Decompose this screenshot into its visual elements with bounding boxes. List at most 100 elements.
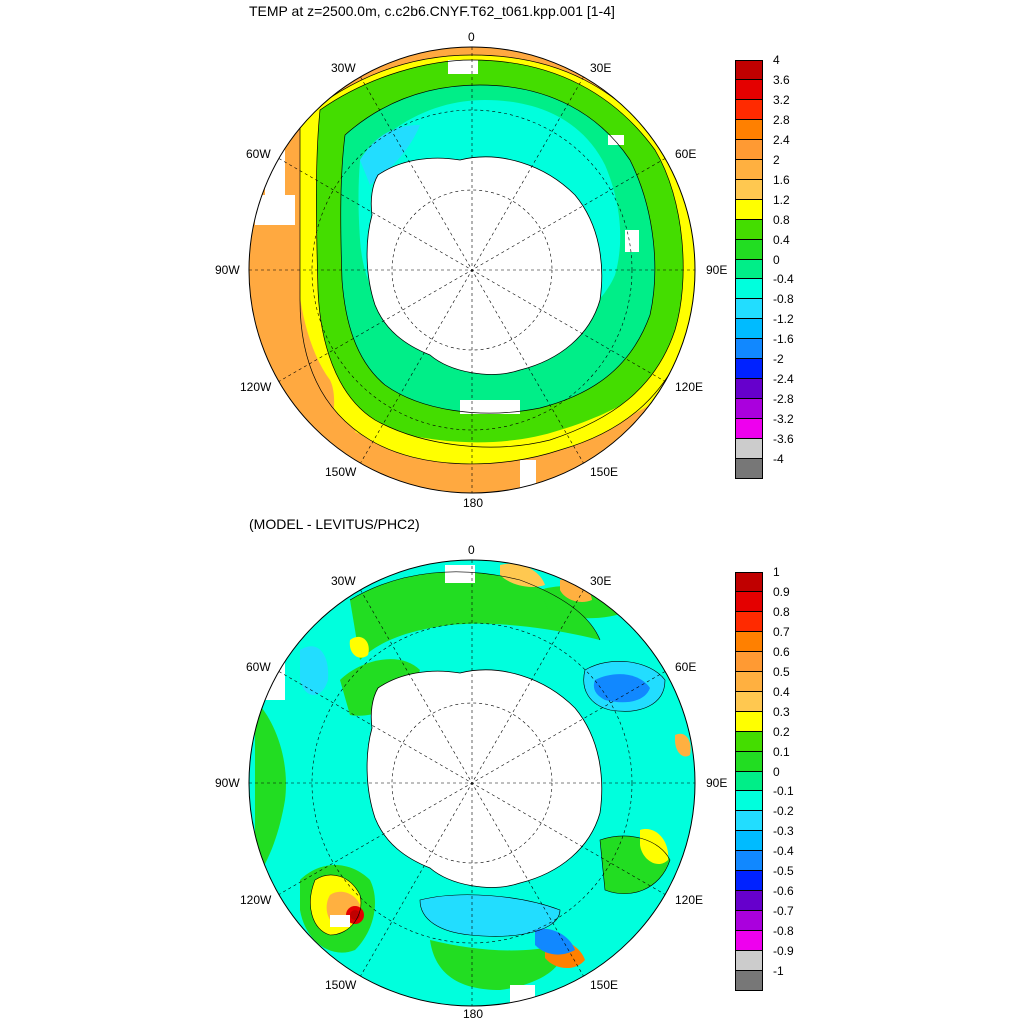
top-colorbar-swatch	[735, 439, 763, 460]
bottom-colorbar-tick-label: 0.6	[773, 644, 790, 659]
top-colorbar-tick-label: -0.4	[773, 272, 794, 287]
top-colorbar-tick-label: -2.4	[773, 372, 794, 387]
bottom-colorbar-tick-label: -0.8	[773, 924, 794, 939]
top-lon-label-180: 180	[463, 496, 484, 510]
bottom-cold-anomalies	[300, 646, 665, 955]
top-lon-label-120w: 120W	[240, 380, 272, 394]
bottom-colorbar-swatch	[735, 851, 763, 872]
bottom-colorbar-swatch	[735, 911, 763, 932]
bottom-lon-label-90w: 90W	[215, 776, 240, 790]
top-colorbar-tick-label: 3.2	[773, 92, 790, 107]
top-colorbar-swatch	[735, 339, 763, 360]
top-colorbar-tick-label: 0	[773, 252, 780, 267]
bottom-colorbar-swatch	[735, 611, 763, 632]
top-colorbar-tick-label: -1.6	[773, 332, 794, 347]
bottom-colorbar-tick-label: 1	[773, 565, 780, 579]
bottom-colorbar-swatch	[735, 931, 763, 952]
top-colorbar-swatch	[735, 279, 763, 300]
top-colorbar-tick-label: -3.2	[773, 412, 794, 427]
bottom-colorbar-tick-label: -0.5	[773, 864, 794, 879]
top-colorbar	[735, 60, 763, 479]
top-temperature-field	[249, 47, 695, 493]
top-lon-label-90w: 90W	[215, 263, 240, 277]
bottom-colorbar-tick-label: -0.3	[773, 824, 794, 839]
top-colorbar-swatch	[735, 219, 763, 240]
bottom-colorbar-tick-label: 0.5	[773, 664, 790, 679]
bottom-graticule	[249, 560, 695, 1006]
top-colorbar-swatch	[735, 419, 763, 440]
bottom-anomaly-field	[249, 560, 695, 1006]
top-colorbar-tick-label: 1.6	[773, 172, 790, 187]
bottom-colorbar-tick-label: 0	[773, 764, 780, 779]
top-colorbar-swatch	[735, 259, 763, 280]
bottom-colorbar-swatch	[735, 751, 763, 772]
bottom-colorbar-swatch	[735, 831, 763, 852]
top-colorbar-swatch	[735, 79, 763, 100]
top-colorbar-tick-label: 0.8	[773, 212, 790, 227]
top-contour-lines	[299, 54, 695, 465]
bottom-lon-label-0: 0	[468, 543, 475, 557]
bottom-colorbar-tick-label: 0.8	[773, 604, 790, 619]
top-colorbar-tick-label: -3.6	[773, 432, 794, 447]
top-colorbar-tick-label: -4	[773, 452, 784, 467]
bottom-colorbar-tick-label: 0.4	[773, 684, 790, 699]
bottom-colorbar-tick-label: -0.6	[773, 884, 794, 899]
bottom-lon-label-60e: 60E	[675, 660, 697, 674]
top-colorbar-swatch	[735, 179, 763, 200]
top-colorbar-tick-label: -2	[773, 352, 784, 367]
bottom-colorbar-swatch	[735, 811, 763, 832]
bottom-colorbar-swatch	[735, 771, 763, 792]
top-lon-label-90e: 90E	[706, 263, 728, 277]
top-lon-label-0: 0	[468, 30, 475, 44]
top-lon-label-60w: 60W	[246, 147, 271, 161]
bottom-lon-label-30w: 30W	[331, 574, 356, 588]
bottom-colorbar-tick-label: 0.3	[773, 704, 790, 719]
top-ice-fragments	[255, 60, 639, 490]
bottom-colorbar-tick-label: -1	[773, 964, 784, 979]
bottom-contour-lines	[310, 571, 671, 937]
bottom-colorbar-tick-label: -0.9	[773, 944, 794, 959]
bottom-colorbar-tick-label: 0.9	[773, 584, 790, 599]
top-contour-band-0	[340, 85, 655, 414]
bottom-lon-label-180: 180	[463, 1007, 484, 1021]
bottom-colorbar-tick-label: -0.2	[773, 804, 794, 819]
bottom-colorbar-tick-label: -0.4	[773, 844, 794, 859]
bottom-colorbar-swatch	[735, 731, 763, 752]
bottom-colorbar-swatch	[735, 671, 763, 692]
top-colorbar-swatch	[735, 139, 763, 160]
bottom-colorbar-tick-label: -0.1	[773, 784, 794, 799]
top-yellow-south	[355, 380, 665, 454]
top-colorbar-tick-label: 3.6	[773, 72, 790, 87]
top-lon-label-150e: 150E	[590, 465, 619, 479]
top-lon-label-30e: 30E	[590, 61, 612, 75]
top-lon-label-120e: 120E	[675, 380, 704, 394]
top-colorbar-tick-label: 2.4	[773, 132, 790, 147]
top-orange-west-band	[249, 200, 335, 493]
bottom-colorbar-swatch	[735, 691, 763, 712]
bottom-lon-label-120w: 120W	[240, 893, 272, 907]
bottom-antarctica	[366, 669, 603, 888]
bottom-colorbar-swatch	[735, 951, 763, 972]
top-colorbar-swatch	[735, 99, 763, 120]
top-contour-band-neg0p4	[358, 100, 621, 342]
bottom-colorbar-tick-label: -0.7	[773, 904, 794, 919]
top-colorbar-tick-label: -0.8	[773, 292, 794, 307]
top-colorbar-swatch	[735, 159, 763, 180]
top-lon-label-30w: 30W	[331, 61, 356, 75]
bottom-colorbar-swatch	[735, 631, 763, 652]
top-panel-title: TEMP at z=2500.0m, c.c2b6.CNYF.T62_t061.…	[249, 3, 615, 19]
bottom-colorbar-swatch	[735, 591, 763, 612]
bottom-colorbar-swatch	[735, 572, 763, 592]
top-colorbar-swatch	[735, 359, 763, 380]
top-colorbar-swatch	[735, 399, 763, 420]
bottom-lon-label-60w: 60W	[246, 660, 271, 674]
bottom-lon-label-150w: 150W	[325, 978, 357, 992]
top-colorbar-tick-label: -2.8	[773, 392, 794, 407]
bottom-colorbar-swatch	[735, 871, 763, 892]
top-contour-band-1p2	[299, 55, 695, 464]
top-colorbar-swatch	[735, 60, 763, 80]
bottom-lon-label-120e: 120E	[675, 893, 704, 907]
bottom-colorbar-swatch	[735, 791, 763, 812]
bottom-lon-label-30e: 30E	[590, 574, 612, 588]
top-colorbar-tick-label: -1.2	[773, 312, 794, 327]
